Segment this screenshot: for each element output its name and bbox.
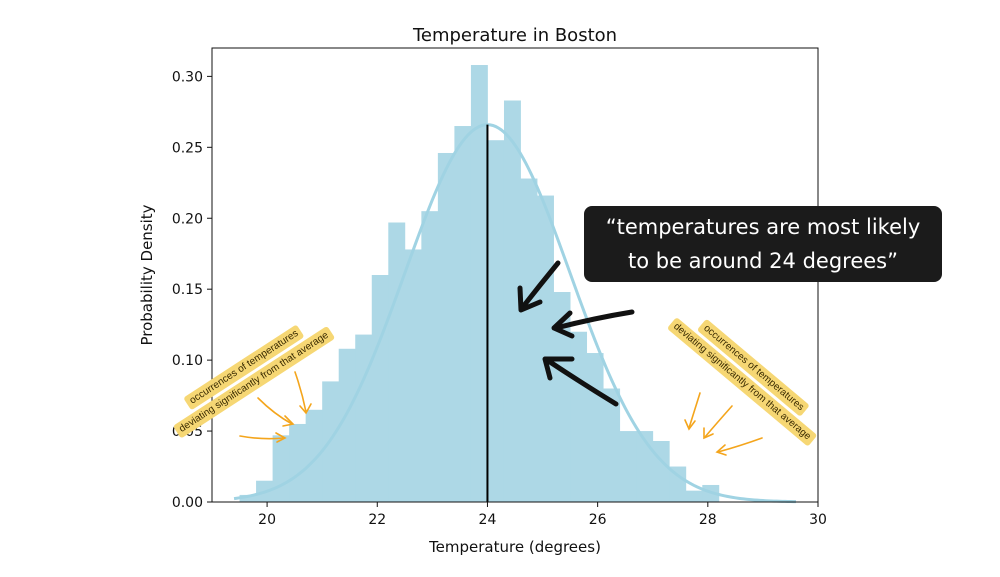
- y-tick-label: 0.30: [172, 69, 203, 85]
- histogram-bar: [388, 222, 406, 502]
- histogram-bar: [487, 140, 505, 502]
- y-axis-label: Probability Density: [138, 204, 156, 345]
- histogram-bar: [404, 249, 422, 502]
- callout-line-2: to be around 24 degrees”: [627, 249, 898, 273]
- x-tick-label: 26: [589, 512, 607, 528]
- x-axis-ticks: 20 22 24 26 28 30: [258, 502, 827, 528]
- histogram-bar: [289, 423, 307, 502]
- histogram-bar: [669, 466, 687, 502]
- histogram-bar: [338, 348, 356, 502]
- histogram-bar: [272, 435, 290, 502]
- callout-box: “temperatures are most likely to be arou…: [584, 206, 942, 282]
- histogram-bar: [636, 431, 654, 502]
- x-axis-label: Temperature (degrees): [428, 538, 601, 556]
- y-tick-label: 0.15: [172, 282, 203, 298]
- histogram-bar: [619, 431, 637, 502]
- histogram-bar: [603, 388, 621, 502]
- histogram-bar: [586, 353, 604, 502]
- arrow-3: [544, 357, 619, 407]
- histogram-bar: [421, 211, 439, 502]
- histogram-bar: [355, 334, 373, 502]
- x-tick-label: 22: [368, 512, 386, 528]
- chart-title: Temperature in Boston: [412, 25, 617, 46]
- arrow-1-head: [517, 285, 543, 313]
- histogram-bar: [305, 409, 323, 502]
- x-tick-label: 20: [258, 512, 276, 528]
- histogram-bar: [537, 195, 554, 503]
- y-tick-label: 0.25: [172, 140, 203, 156]
- callout-line-1: “temperatures are most likely: [605, 215, 921, 239]
- y-tick-label: 0.10: [172, 353, 203, 369]
- histogram-bar: [503, 100, 521, 503]
- callout-arrows: [517, 260, 635, 407]
- histogram-bar: [553, 292, 571, 502]
- arrow-2-head: [551, 310, 575, 339]
- x-tick-label: 24: [479, 512, 497, 528]
- note-arrows: [239, 371, 763, 456]
- histogram-bar: [652, 440, 670, 502]
- y-axis-ticks: 0.000.050.100.150.200.250.30: [172, 69, 212, 511]
- y-tick-label: 0.20: [172, 211, 203, 227]
- y-tick-label: 0.00: [172, 495, 203, 511]
- histogram-bar: [437, 152, 455, 503]
- histogram-bar: [570, 331, 588, 502]
- histogram-bar: [371, 275, 389, 502]
- histogram-bar: [470, 65, 488, 503]
- density-curve: [233, 123, 796, 504]
- arrow-2: [553, 309, 635, 331]
- histogram-bar: [454, 126, 472, 502]
- arrow-3-head: [542, 356, 575, 381]
- histogram-bars: [239, 65, 720, 503]
- histogram-bar: [685, 490, 703, 502]
- x-tick-label: 28: [699, 512, 717, 528]
- histogram-bar: [520, 178, 538, 502]
- x-tick-label: 30: [809, 512, 827, 528]
- histogram-bar: [239, 494, 257, 502]
- arrow-1: [519, 260, 561, 311]
